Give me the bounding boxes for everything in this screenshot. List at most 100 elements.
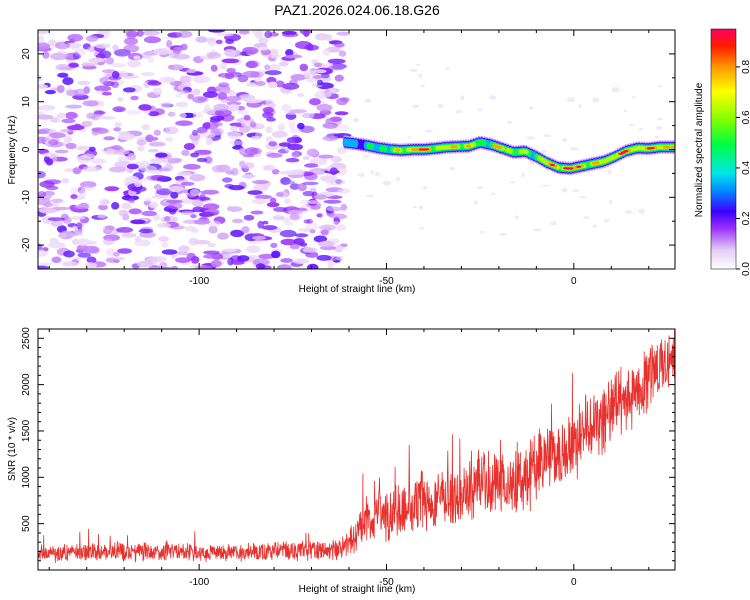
noise-speckle — [490, 192, 496, 196]
noise-blob — [340, 203, 348, 211]
noise-blob — [269, 64, 281, 72]
noise-speckle — [562, 137, 568, 143]
noise-speckle — [357, 173, 365, 177]
noise-blob — [148, 201, 159, 209]
noise-blob — [192, 111, 204, 119]
noise-blob — [102, 225, 116, 232]
noise-blob — [210, 259, 222, 268]
noise-blob — [318, 154, 334, 159]
noise-blob — [265, 99, 274, 106]
noise-blob — [149, 256, 168, 263]
noise-blob — [241, 226, 250, 234]
noise-blob — [96, 90, 104, 95]
noise-blob — [38, 191, 47, 198]
noise-blob — [195, 36, 208, 43]
signal-ridge-cell — [481, 139, 487, 147]
noise-blob — [164, 126, 179, 135]
noise-blob — [186, 68, 197, 74]
noise-blob — [152, 87, 163, 95]
noise-speckle — [460, 95, 465, 101]
noise-blob — [299, 199, 311, 205]
noise-speckle — [592, 224, 598, 228]
noise-blob — [253, 258, 270, 266]
noise-blob — [237, 105, 246, 111]
noise-blob — [141, 124, 151, 131]
signal-ridge-cell — [568, 167, 574, 170]
noise-blob — [143, 36, 161, 44]
noise-blob — [302, 181, 319, 186]
noise-blob — [150, 174, 167, 181]
noise-blob — [112, 44, 119, 51]
snr-x-tick-label: -50 — [379, 577, 394, 588]
noise-blob — [285, 158, 300, 163]
noise-speckle — [541, 149, 547, 154]
spectrogram-y-axis-label: Frequency (Hz) — [7, 116, 18, 185]
noise-blob — [245, 147, 259, 156]
noise-blob — [280, 258, 293, 263]
noise-speckle — [449, 166, 455, 171]
spectrogram-y-tick-label: 20 — [21, 48, 32, 60]
noise-blob — [187, 93, 195, 100]
noise-blob — [288, 121, 296, 129]
noise-blob — [222, 177, 233, 183]
noise-blob — [147, 81, 162, 86]
signal-ridge-cell — [649, 147, 655, 150]
noise-blob — [127, 153, 137, 161]
noise-speckle — [632, 95, 636, 99]
noise-speckle — [672, 73, 675, 76]
noise-blob — [136, 30, 144, 37]
noise-blob — [177, 250, 189, 256]
noise-blob — [164, 163, 174, 172]
noise-speckle — [653, 136, 660, 139]
noise-blob — [282, 82, 300, 90]
noise-blob — [55, 63, 70, 71]
noise-speckle — [569, 147, 579, 151]
noise-blob — [106, 248, 115, 256]
noise-blob — [55, 41, 70, 50]
noise-blob — [273, 207, 288, 212]
noise-blob — [313, 62, 322, 68]
noise-blob — [181, 181, 195, 186]
noise-blob — [304, 44, 320, 51]
noise-blob — [133, 55, 141, 60]
noise-blob — [156, 188, 173, 196]
noise-blob — [86, 256, 97, 264]
noise-blob — [246, 82, 258, 87]
spectrogram-x-tick-label: 0 — [571, 276, 577, 287]
noise-blob — [194, 149, 212, 155]
noise-blob — [215, 39, 223, 45]
snr-y-axis-label: SNR (10 * v/v) — [7, 417, 18, 481]
noise-blob — [181, 149, 190, 156]
noise-blob — [254, 194, 272, 200]
noise-blob — [45, 158, 54, 166]
noise-blob — [134, 239, 151, 247]
noise-speckle — [533, 228, 542, 232]
noise-blob — [172, 46, 182, 55]
noise-blob — [316, 213, 323, 218]
noise-speckle — [499, 232, 507, 236]
noise-blob — [322, 48, 331, 56]
noise-blob — [138, 228, 154, 234]
noise-blob — [118, 70, 128, 79]
noise-blob — [230, 229, 245, 238]
noise-blob — [297, 183, 307, 192]
noise-blob — [329, 116, 342, 122]
noise-blob — [68, 216, 86, 220]
noise-blob — [55, 149, 69, 154]
noise-speckle — [543, 134, 551, 138]
noise-blob — [225, 95, 242, 102]
noise-blob — [127, 59, 142, 68]
spectrogram-y-tick-label: 0 — [21, 146, 32, 152]
noise-blob — [68, 62, 79, 68]
noise-blob — [176, 30, 193, 38]
colorbar-tick-label: 0.2 — [741, 211, 750, 225]
noise-blob — [301, 112, 315, 119]
noise-blob — [246, 245, 261, 253]
noise-speckle — [409, 68, 418, 72]
noise-blob — [113, 259, 120, 264]
noise-speckle — [607, 169, 612, 175]
noise-blob — [217, 92, 228, 100]
noise-speckle — [657, 117, 663, 121]
noise-speckle — [363, 155, 370, 158]
noise-speckle — [507, 120, 513, 124]
